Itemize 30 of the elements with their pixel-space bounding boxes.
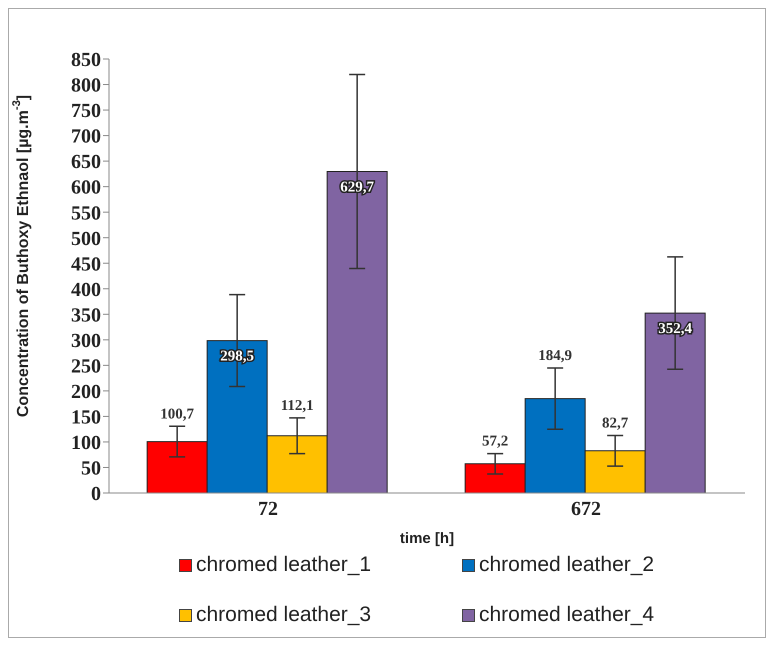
data-label: 57,2 (482, 434, 508, 450)
legend-label: chromed leather_4 (479, 603, 654, 627)
y-tick-label: 850 (71, 49, 101, 72)
y-tick-label: 150 (71, 406, 101, 429)
y-tick-label: 350 (71, 304, 101, 326)
y-tick-label: 400 (71, 278, 101, 301)
data-label: 100,7 (160, 406, 195, 422)
y-tick-label: 600 (71, 176, 101, 199)
x-tick-label: 672 (571, 498, 601, 520)
y-tick-label: 450 (71, 253, 101, 276)
x-tick-label: 72 (258, 498, 278, 520)
y-tick-label: 700 (71, 126, 101, 148)
legend-label: chromed leather_2 (479, 553, 654, 577)
x-axis-title: time [h] (400, 530, 454, 547)
y-tick-label: 750 (71, 100, 101, 122)
legend-label: chromed leather_3 (196, 603, 372, 627)
legend-label: chromed leather_1 (196, 553, 372, 577)
y-tick-label: 0 (91, 483, 101, 506)
y-tick-label: 500 (71, 228, 101, 250)
data-label: 82,7 (602, 415, 629, 432)
y-tick-label: 100 (71, 432, 101, 454)
y-tick-label: 800 (71, 74, 101, 97)
y-tick-label: 200 (71, 380, 101, 403)
y-tick-label: 50 (81, 458, 101, 480)
y-tick-label: 550 (71, 202, 101, 224)
y-tick-label: 300 (71, 330, 101, 352)
data-label: 112,1 (280, 398, 314, 414)
data-label: 184,9 (538, 348, 572, 364)
y-tick-label: 650 (71, 151, 101, 174)
y-tick-label: 250 (71, 355, 101, 378)
